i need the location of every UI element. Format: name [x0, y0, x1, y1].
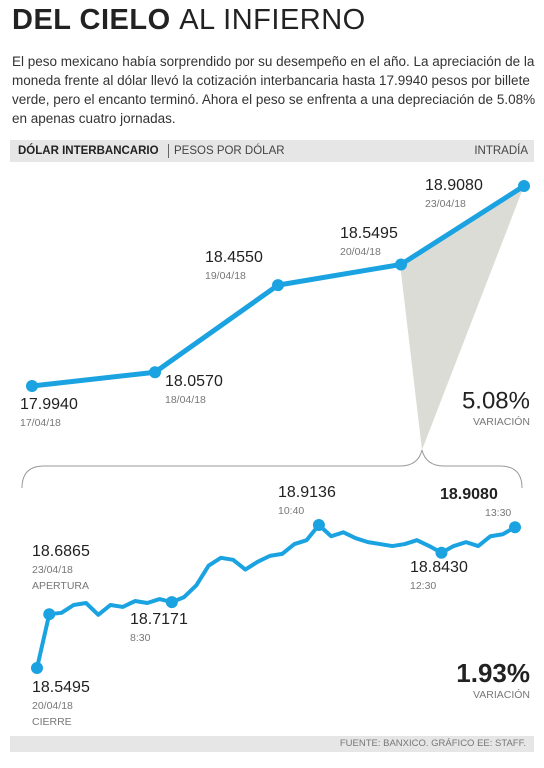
date-label: 19/04/18 [205, 270, 246, 282]
point [435, 546, 448, 559]
header-label: DÓLAR INTERBANCARIO [18, 145, 159, 157]
point [31, 662, 43, 674]
date-label: 12:30 [410, 580, 436, 592]
date-label: 13:30 [485, 507, 511, 519]
value-label: 18.6865 [32, 543, 90, 560]
title-bold: DEL CIELO [12, 4, 171, 36]
unit-label: PESOS POR DÓLAR [168, 144, 285, 158]
line [35, 523, 516, 669]
value-label: 18.7171 [130, 611, 188, 628]
date-label: 8:30 [130, 632, 151, 644]
change-value: 1.93% [456, 658, 530, 688]
change-label: VARIACIÓN [473, 415, 530, 428]
value-label: 18.9080 [440, 486, 498, 503]
zoom-wedge [400, 186, 524, 450]
value-label: 18.9136 [278, 484, 336, 501]
brace [21, 449, 523, 489]
value-label: 17.9940 [20, 396, 78, 413]
note-label: CIERRE [32, 716, 72, 728]
point [312, 519, 325, 531]
point [26, 380, 38, 392]
header-bar: DÓLAR INTERBANCARIO PESOS POR DÓLAR INTR… [10, 140, 534, 162]
title: DEL CIELO AL INFIERNO [12, 4, 366, 37]
date-label: 20/04/18 [340, 246, 381, 258]
value-label: 18.9080 [425, 177, 483, 194]
date-label: 23/04/18 [32, 564, 73, 576]
footer: FUENTE: BANXICO. GRÁFICO EE: STAFF. [10, 736, 534, 752]
date-label: 17/04/18 [20, 417, 61, 429]
point [149, 366, 161, 379]
subtitle: El peso mexicano había sorprendido por s… [12, 54, 536, 126]
title-light: AL INFIERNO [179, 4, 366, 36]
point [272, 279, 284, 292]
value-label: 18.0570 [165, 373, 223, 390]
value-label: 18.4550 [205, 249, 263, 266]
change-value: 5.08% [462, 387, 530, 414]
date-label: 23/04/18 [425, 198, 466, 210]
source: FUENTE: BANXICO. GRÁFICO EE: STAFF. [339, 738, 526, 749]
point [43, 608, 56, 621]
intraday-label: INTRADÍA [474, 145, 528, 157]
value-label: 18.5495 [340, 225, 398, 242]
change-label: VARIACIÓN [473, 688, 530, 701]
point [165, 596, 178, 609]
point [518, 180, 530, 192]
value-label: 18.5495 [32, 679, 90, 696]
note-label: APERTURA [32, 580, 89, 592]
date-label: 18/04/18 [165, 394, 206, 406]
date-label: 10:40 [278, 505, 304, 517]
value-label: 18.8430 [410, 559, 468, 576]
date-label: 20/04/18 [32, 700, 73, 712]
point [509, 521, 521, 534]
point [395, 258, 407, 271]
